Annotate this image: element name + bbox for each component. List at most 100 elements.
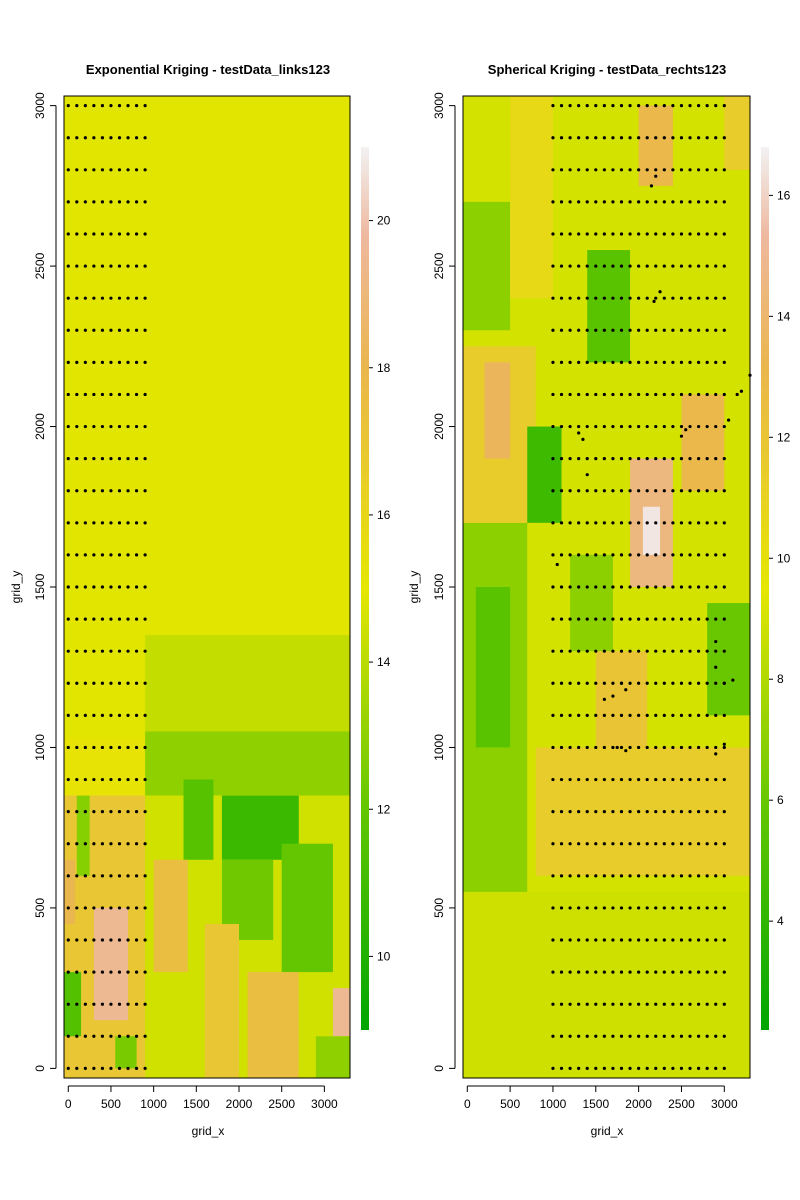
sample-point	[602, 553, 606, 557]
sample-point	[662, 810, 666, 814]
sample-point	[662, 489, 666, 493]
sample-point	[611, 424, 615, 429]
sample-point	[143, 745, 147, 750]
sample-point	[722, 264, 726, 268]
sample-point	[577, 1066, 581, 1070]
sample-point	[645, 649, 649, 653]
sample-point	[568, 168, 572, 172]
sample-point	[83, 360, 87, 364]
sample-point	[619, 745, 624, 750]
sample-point	[602, 200, 606, 204]
sample-point	[594, 713, 598, 717]
sample-point	[602, 649, 606, 653]
sample-point	[662, 1034, 666, 1038]
heatmap-region	[463, 891, 750, 1078]
sample-point	[671, 617, 675, 621]
sample-point	[109, 681, 113, 685]
sample-point	[619, 392, 624, 397]
sample-point	[100, 296, 105, 300]
colorbar-tick-label: 18	[377, 361, 391, 375]
sample-point	[654, 521, 658, 525]
sample-point	[654, 970, 658, 974]
sample-point	[679, 553, 684, 557]
sample-point	[109, 521, 113, 525]
sample-point	[117, 104, 122, 108]
sample-point	[109, 360, 113, 364]
sample-point	[645, 296, 649, 300]
sample-point	[143, 713, 147, 717]
sample-point	[679, 713, 684, 717]
sample-point	[83, 264, 87, 268]
sample-point	[671, 777, 675, 782]
sample-point	[126, 585, 130, 589]
sample-point	[577, 810, 581, 814]
sample-point	[671, 906, 675, 910]
x-axis: 0 500 1000 1500 2000 2500 3000	[464, 1085, 738, 1111]
sample-point	[594, 136, 598, 140]
sample-point	[551, 489, 555, 493]
sample-point	[143, 585, 147, 589]
sample-point	[714, 970, 718, 974]
sample-point	[577, 521, 581, 525]
sample-point	[722, 842, 726, 846]
sample-point	[705, 1002, 709, 1006]
sample-point	[83, 553, 87, 557]
sample-point	[679, 434, 684, 438]
sample-point	[662, 553, 666, 557]
sample-point	[602, 777, 606, 782]
sample-point	[109, 136, 113, 140]
sample-point	[585, 681, 589, 685]
sample-point	[594, 232, 598, 236]
sample-point	[92, 296, 96, 300]
heatmap-region	[183, 779, 214, 860]
sample-point	[143, 1002, 147, 1006]
sample-point	[628, 1066, 632, 1070]
sample-point	[714, 681, 718, 685]
sample-point	[637, 617, 641, 621]
sample-point	[594, 296, 598, 300]
sample-point	[117, 232, 122, 236]
sample-point	[696, 200, 701, 204]
sample-point	[628, 649, 632, 653]
sample-point	[568, 232, 572, 236]
sample-point	[722, 1066, 726, 1070]
sample-point	[126, 874, 130, 878]
sample-point	[559, 1034, 564, 1038]
sample-point	[705, 136, 709, 140]
sample-point	[714, 200, 718, 204]
sample-point	[143, 392, 147, 397]
sample-point	[75, 713, 79, 717]
sample-point	[611, 938, 615, 942]
sample-point	[75, 906, 79, 910]
sample-point	[679, 104, 684, 108]
sample-point	[100, 810, 105, 814]
plot-frame	[63, 95, 351, 1079]
sample-point	[662, 713, 666, 717]
sample-point	[628, 874, 632, 878]
sample-point	[568, 392, 572, 397]
sample-point	[654, 392, 658, 397]
sample-point	[611, 489, 615, 493]
sample-point	[628, 136, 632, 140]
sample-point	[568, 906, 572, 910]
sample-point	[705, 938, 709, 942]
sample-point	[66, 553, 70, 557]
sample-point	[585, 296, 589, 300]
sample-point	[611, 681, 615, 685]
sample-point	[628, 810, 632, 814]
sample-point	[602, 697, 606, 701]
sample-point	[92, 681, 96, 685]
sample-point	[688, 392, 692, 397]
sample-point	[577, 264, 581, 268]
sample-point	[551, 104, 555, 108]
y-tick-label: 2000	[33, 413, 47, 440]
heatmap-region	[315, 1036, 350, 1078]
sample-point	[117, 296, 122, 300]
sample-point	[722, 906, 726, 910]
sample-point	[559, 810, 564, 814]
sample-point	[551, 1066, 555, 1070]
sample-point	[100, 104, 105, 108]
sample-point	[688, 842, 692, 846]
sample-point	[705, 553, 709, 557]
sample-point	[92, 1066, 96, 1070]
